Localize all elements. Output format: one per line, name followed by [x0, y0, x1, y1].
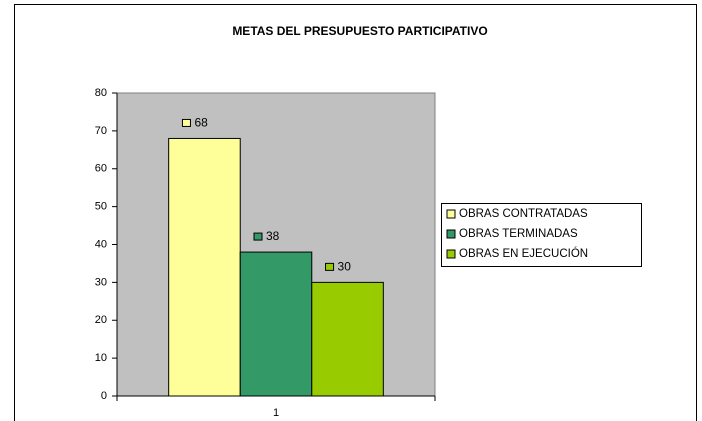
chart-title: METAS DEL PRESUPUESTO PARTICIPATIVO: [232, 24, 487, 38]
y-tick-label: 50: [95, 201, 107, 213]
y-tick-label: 20: [95, 314, 107, 326]
y-tick-label: 30: [95, 276, 107, 288]
legend: [441, 203, 642, 267]
y-tick-label: 70: [95, 125, 107, 137]
label-key: [325, 262, 335, 271]
data-label: 30: [338, 260, 352, 274]
legend-key: [446, 229, 456, 239]
legend-key: [446, 249, 456, 259]
bar: [239, 251, 313, 397]
x-tick-label: 1: [273, 407, 279, 419]
label-key: [181, 118, 191, 127]
y-tick-label: 80: [95, 87, 107, 99]
data-label: 68: [194, 116, 208, 130]
y-tick-label: 10: [95, 352, 107, 364]
y-tick-label: 0: [101, 390, 107, 402]
legend-label: OBRAS TERMINADAS: [459, 228, 578, 240]
bar: [311, 281, 384, 397]
y-tick-label: 60: [95, 163, 107, 175]
label-key: [253, 232, 263, 241]
legend-key: [446, 209, 456, 219]
legend-label: OBRAS CONTRATADAS: [459, 208, 588, 220]
bar: [168, 137, 241, 397]
y-tick-label: 40: [95, 238, 107, 250]
data-label: 38: [266, 229, 280, 243]
legend-label: OBRAS EN EJECUCIÓN: [459, 247, 588, 260]
